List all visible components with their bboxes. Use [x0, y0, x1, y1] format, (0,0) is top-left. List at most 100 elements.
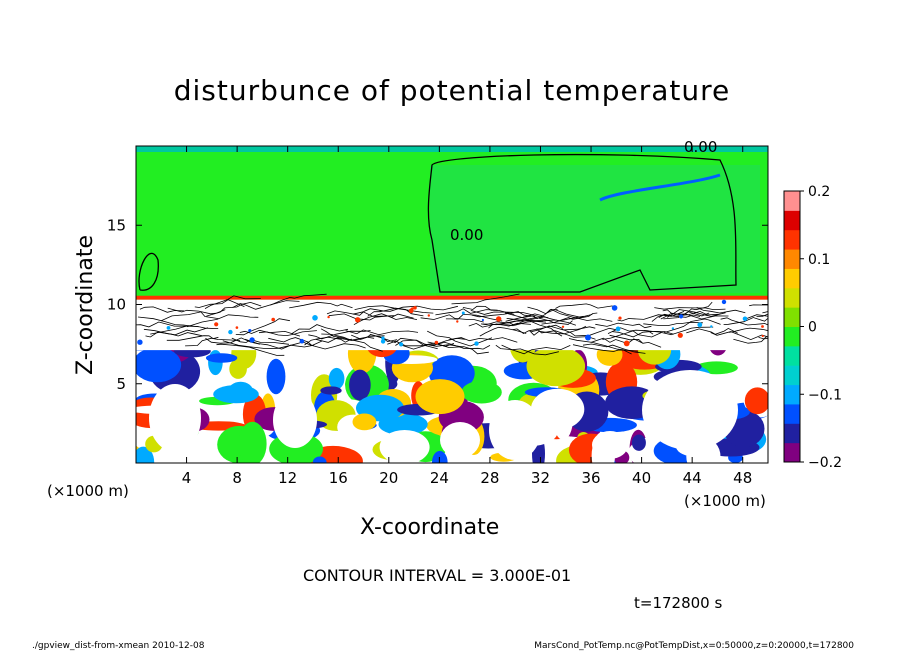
- transition-speck: [380, 339, 386, 344]
- contour-line: [136, 321, 199, 328]
- contour-line: [379, 305, 458, 312]
- turbulence-blob: [530, 388, 585, 430]
- transition-speck: [618, 316, 622, 320]
- heatmap-field: [136, 146, 768, 463]
- contour-line: [662, 309, 729, 320]
- contour-line: [733, 336, 768, 344]
- contour-line: [244, 338, 314, 350]
- footer-right: MarsCond_PotTemp.nc@PotTempDist,x=0:5000…: [534, 641, 854, 651]
- contour-line: [435, 308, 498, 316]
- contour-line: [710, 331, 768, 341]
- colorbar-segment: [784, 423, 800, 444]
- contour-label: 0.00: [684, 138, 717, 156]
- contour-line: [504, 312, 577, 326]
- turbulence-blob: [229, 358, 247, 379]
- contour-line: [427, 153, 737, 293]
- contour-line: [609, 334, 662, 348]
- contour-line: [723, 317, 768, 325]
- x-tick-label: 20: [379, 469, 398, 487]
- turbulence-blob: [213, 385, 259, 404]
- transition-speck: [742, 316, 748, 322]
- transition-speck: [381, 336, 385, 340]
- turbulence-blob: [526, 346, 586, 387]
- contour-line: [758, 337, 768, 340]
- transition-speck: [697, 322, 703, 328]
- contour-line: [602, 330, 662, 340]
- contour-line: [139, 306, 185, 313]
- contour-line: [462, 305, 515, 315]
- contour-line: [480, 319, 547, 326]
- contour-line: [138, 252, 159, 291]
- y-tick-label: 5: [116, 375, 126, 393]
- contour-line: [353, 313, 414, 326]
- contour-line: [479, 326, 527, 337]
- transition-speck: [299, 338, 305, 344]
- transition-speck: [677, 332, 683, 338]
- x-tick-label: 16: [329, 469, 348, 487]
- contour-line: [749, 304, 768, 307]
- transition-speck: [456, 320, 459, 323]
- x-tick-label: 24: [430, 469, 449, 487]
- x-tick-label: 4: [182, 469, 192, 487]
- colorbar-segment: [784, 307, 800, 327]
- contour-line: [186, 314, 259, 328]
- colorbar-segment: [784, 442, 800, 463]
- colorbar-tick-label: 0.2: [808, 184, 830, 200]
- contour-line: [431, 341, 491, 350]
- colorbar-segment: [784, 287, 800, 308]
- transition-speck: [710, 325, 713, 328]
- x-tick-label: 48: [733, 469, 752, 487]
- colorbar-tick-label: −0.2: [808, 455, 842, 471]
- turbulence-blob: [683, 354, 719, 363]
- x-tick-label: 32: [531, 469, 550, 487]
- contour-line: [270, 293, 327, 306]
- warm-core: [592, 431, 628, 459]
- transition-speck: [235, 326, 239, 329]
- turbulence-blob: [320, 386, 342, 395]
- contour-line: [232, 300, 300, 310]
- warm-core: [440, 422, 480, 458]
- x-unit-left: (×1000 m): [47, 482, 129, 500]
- contour-line: [505, 309, 558, 322]
- contour-labels: 0.00 0.00: [450, 138, 717, 244]
- contour-line: [468, 322, 531, 328]
- cool-streak: [599, 173, 721, 202]
- contour-line: [658, 310, 719, 318]
- turbulence-blob: [312, 456, 327, 463]
- warm-core: [273, 392, 317, 448]
- y-tick-label: 10: [107, 296, 126, 314]
- colorbar-segment: [784, 210, 800, 231]
- transition-speck: [474, 341, 479, 346]
- contour-line: [529, 325, 587, 336]
- contour-line: [448, 337, 518, 343]
- contour-label: 0.00: [450, 226, 483, 244]
- contour-interval: CONTOUR INTERVAL = 3.000E-01: [303, 566, 572, 585]
- transition-speck: [721, 299, 727, 305]
- contour-line: [470, 310, 549, 318]
- contour-line: [746, 314, 768, 320]
- warm-core: [642, 370, 738, 450]
- contour-line: [354, 305, 434, 314]
- contour-line: [501, 344, 571, 355]
- transition-speck: [496, 316, 502, 322]
- contour-line: [756, 313, 768, 317]
- x-axis-label: X-coordinate: [360, 515, 500, 540]
- top-band: [136, 146, 768, 152]
- transition-speck: [214, 322, 219, 327]
- contour-line: [512, 324, 563, 334]
- turbulence-blob: [744, 387, 768, 415]
- colorbar: 0.2 0.1 0 −0.1 −0.2: [783, 184, 842, 471]
- transition-speck: [249, 337, 255, 343]
- contour-line: [617, 311, 685, 322]
- colorbar-segment: [784, 191, 800, 211]
- turbulence-blob: [328, 367, 345, 390]
- contour-line: [451, 293, 520, 305]
- contour-line: [555, 303, 613, 309]
- transition-speck: [585, 334, 591, 341]
- contour-line: [185, 337, 241, 347]
- x-tick-label: 36: [581, 469, 600, 487]
- contour-line: [291, 324, 349, 334]
- transition-speck: [166, 326, 171, 330]
- transition-speck: [561, 325, 565, 328]
